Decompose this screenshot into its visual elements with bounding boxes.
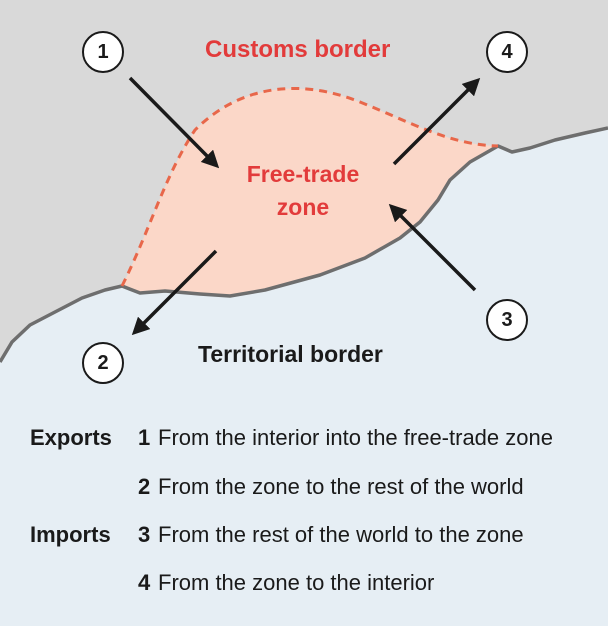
legend-number: 2 <box>138 474 151 499</box>
marker-3: 3 <box>486 299 528 341</box>
legend-category-exports: Exports <box>30 425 112 450</box>
customs-border-label: Customs border <box>205 36 391 63</box>
arrow-3 <box>388 203 477 292</box>
arrow-1 <box>128 76 220 169</box>
marker-2: 2 <box>82 342 124 384</box>
free-trade-zone-area <box>122 88 498 296</box>
legend-text: From the rest of the world to the zone <box>158 522 524 547</box>
marker-4: 4 <box>486 31 528 73</box>
arrow-4 <box>392 77 481 166</box>
territorial-border-line <box>0 126 608 363</box>
marker-1: 1 <box>82 31 124 73</box>
free-trade-zone-label-line1: Free-trade <box>246 161 360 187</box>
legend-number: 4 <box>138 570 151 595</box>
legend-number: 1 <box>138 425 151 450</box>
map-diagram <box>0 0 608 363</box>
arrow-2 <box>131 249 218 336</box>
legend-text: From the interior into the free-trade zo… <box>158 425 553 450</box>
legend-number: 3 <box>138 522 151 547</box>
free-trade-zone-label: Free-trade zone <box>228 158 378 224</box>
legend-category-imports: Imports <box>30 522 111 547</box>
legend-text: From the zone to the rest of the world <box>158 474 524 499</box>
territorial-border-label: Territorial border <box>198 341 383 367</box>
legend-text: From the zone to the interior <box>158 570 435 595</box>
free-trade-zone-label-line2: zone <box>276 194 330 220</box>
